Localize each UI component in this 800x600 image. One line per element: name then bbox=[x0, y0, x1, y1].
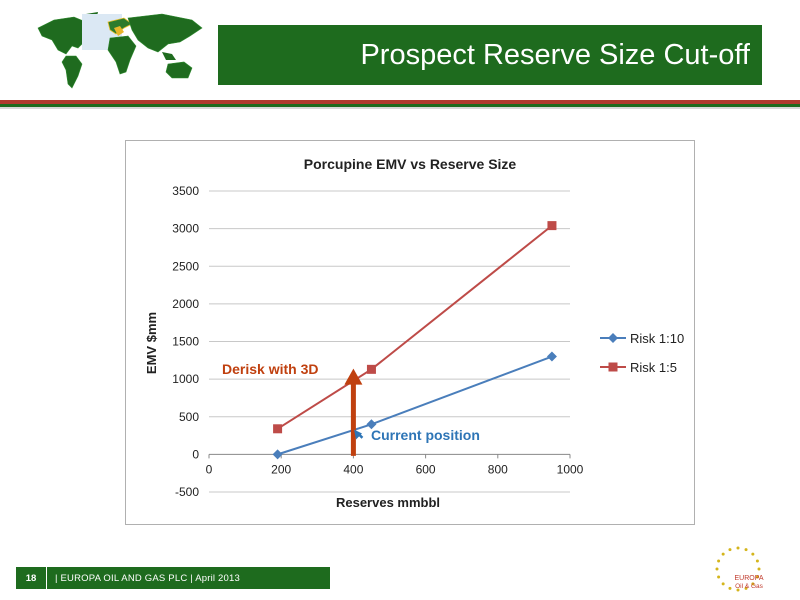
europa-logo: EUROPA Oil & Gas bbox=[715, 546, 764, 592]
data-point bbox=[366, 419, 377, 430]
logo-star bbox=[736, 546, 740, 550]
y-axis-label: EMV $mm bbox=[144, 312, 159, 374]
y-tick-label: 1000 bbox=[172, 372, 199, 386]
legend: Risk 1:10 Risk 1:5 bbox=[600, 331, 684, 375]
footer-divider bbox=[46, 567, 47, 589]
page-number: 18 bbox=[25, 572, 37, 584]
world-map-icon bbox=[32, 8, 212, 96]
x-tick-label: 400 bbox=[343, 462, 363, 476]
series-layer bbox=[272, 221, 557, 460]
logo-star bbox=[728, 548, 732, 552]
y-tick-label: 3500 bbox=[172, 184, 199, 198]
header-grey-band bbox=[0, 107, 800, 109]
chart-container: Porcupine EMV vs Reserve Size -500 0 500 10… bbox=[125, 140, 695, 525]
title-banner: Prospect Reserve Size Cut-off bbox=[218, 25, 762, 85]
logo-star bbox=[755, 575, 759, 579]
logo-star bbox=[717, 559, 721, 563]
x-axis-ticks: 0 200 400 600 800 1000 bbox=[206, 454, 584, 476]
footer-text: | EUROPA OIL AND GAS PLC | April 2013 bbox=[55, 572, 240, 584]
annotations: Derisk with 3D Current position bbox=[222, 361, 480, 456]
logo-star bbox=[751, 582, 755, 586]
logo-star bbox=[721, 552, 725, 556]
logo-star bbox=[757, 567, 761, 571]
logo-star bbox=[717, 575, 721, 579]
data-point bbox=[366, 364, 376, 374]
data-point bbox=[546, 351, 557, 362]
x-tick-label: 1000 bbox=[557, 462, 584, 476]
y-tick-label: 2000 bbox=[172, 297, 199, 311]
y-tick-label: -500 bbox=[175, 485, 199, 499]
data-point bbox=[547, 221, 557, 231]
logo-star bbox=[721, 582, 725, 586]
chart-title: Porcupine EMV vs Reserve Size bbox=[304, 156, 517, 172]
x-axis-label: Reserves mmbbl bbox=[336, 495, 440, 510]
legend-marker bbox=[608, 362, 618, 372]
logo-star-ring-icon bbox=[715, 546, 761, 592]
y-tick-label: 1500 bbox=[172, 335, 199, 349]
x-tick-label: 0 bbox=[206, 462, 213, 476]
current-position-pointer-head bbox=[354, 429, 363, 440]
logo-star bbox=[715, 567, 719, 571]
header-red-band bbox=[0, 100, 800, 104]
data-point bbox=[272, 449, 283, 460]
data-point bbox=[273, 424, 283, 434]
header-green-band bbox=[0, 104, 800, 107]
logo-star bbox=[744, 586, 748, 590]
chart: Porcupine EMV vs Reserve Size -500 0 500 10… bbox=[144, 156, 684, 510]
logo-star bbox=[755, 559, 759, 563]
footer-bar: 18 | EUROPA OIL AND GAS PLC | April 2013 bbox=[16, 567, 330, 589]
logo-text-line2: Oil & Gas bbox=[735, 583, 764, 590]
logo-star bbox=[744, 548, 748, 552]
y-tick-label: 2500 bbox=[172, 259, 199, 273]
y-tick-label: 500 bbox=[179, 410, 199, 424]
logo-star bbox=[751, 552, 755, 556]
y-tick-label: 0 bbox=[192, 447, 199, 461]
series-line-2 bbox=[277, 224, 553, 430]
x-tick-label: 800 bbox=[488, 462, 508, 476]
logo-text-line1: EUROPA bbox=[734, 575, 763, 582]
x-tick-label: 200 bbox=[271, 462, 291, 476]
annotation-current-position: Current position bbox=[371, 427, 480, 443]
slide-title: Prospect Reserve Size Cut-off bbox=[360, 38, 750, 71]
logo-star bbox=[736, 588, 740, 592]
logo-star bbox=[728, 586, 732, 590]
legend-label: Risk 1:10 bbox=[630, 331, 684, 346]
derisk-arrow-head bbox=[344, 368, 363, 385]
x-tick-label: 600 bbox=[416, 462, 436, 476]
annotation-derisk: Derisk with 3D bbox=[222, 361, 318, 377]
legend-marker bbox=[608, 333, 618, 343]
legend-label: Risk 1:5 bbox=[630, 360, 677, 375]
y-axis-ticks: -500 0 500 1000 1500 2000 2500 3000 3500 bbox=[172, 184, 199, 499]
y-tick-label: 3000 bbox=[172, 222, 199, 236]
gridlines bbox=[209, 190, 570, 493]
